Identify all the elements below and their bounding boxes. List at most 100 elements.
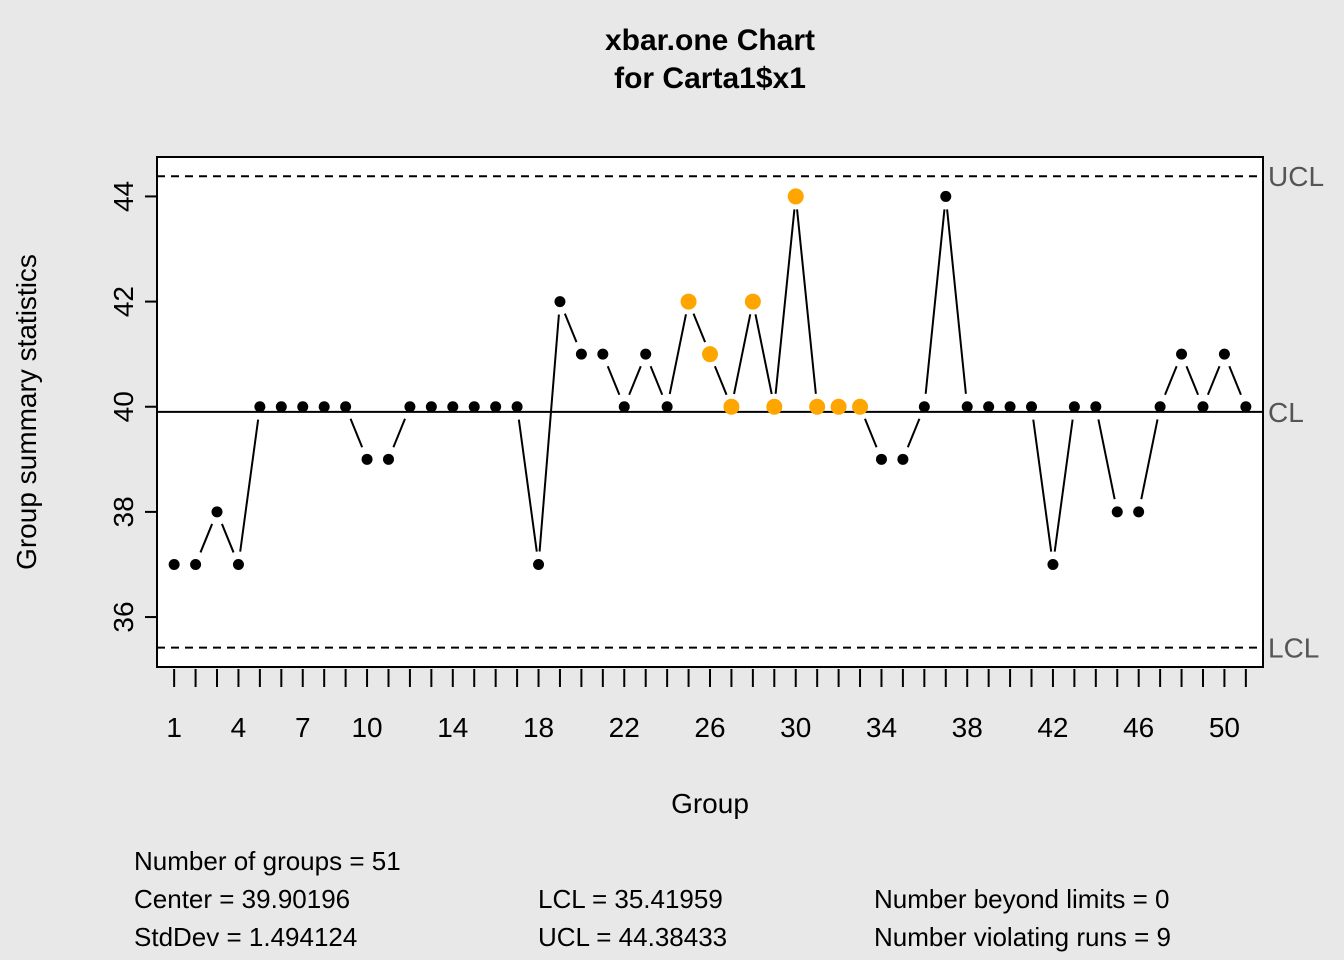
series-segment xyxy=(239,419,260,552)
data-point xyxy=(983,401,995,413)
data-point-violating xyxy=(723,398,740,415)
series-segment xyxy=(628,365,642,396)
data-point-violating xyxy=(744,293,761,310)
data-point xyxy=(490,401,502,413)
x-tick-label: 7 xyxy=(295,712,311,743)
series-segment xyxy=(668,314,687,395)
data-point xyxy=(1090,401,1102,413)
series-segment xyxy=(649,365,664,396)
data-point xyxy=(404,401,416,413)
cl-label: CL xyxy=(1268,397,1304,428)
series-segment xyxy=(1097,419,1116,500)
data-point xyxy=(1111,506,1123,518)
x-tick-label: 30 xyxy=(780,712,811,743)
data-point xyxy=(1004,401,1016,413)
data-point xyxy=(533,558,545,570)
stat-violating-runs: Number violating runs = 9 xyxy=(874,922,1171,952)
data-point xyxy=(1026,401,1038,413)
series-segment xyxy=(754,314,773,395)
data-point-violating xyxy=(702,346,718,363)
series-segment xyxy=(864,418,878,448)
data-point xyxy=(1197,401,1209,413)
series-segment xyxy=(924,209,946,394)
stat-number-of-groups: Number of groups = 51 xyxy=(134,846,401,876)
x-tick-label: 10 xyxy=(351,712,382,743)
data-point xyxy=(1240,401,1252,413)
data-point xyxy=(1133,506,1145,518)
chart-subtitle: for Carta1$x1 xyxy=(614,62,806,95)
series-segment xyxy=(563,313,578,343)
series-segment xyxy=(220,523,235,553)
stat-center: Center = 39.90196 xyxy=(134,884,351,914)
stat-beyond-limits: Number beyond limits = 0 xyxy=(874,884,1170,914)
x-tick-label: 42 xyxy=(1037,712,1068,743)
series-segment xyxy=(538,314,560,552)
data-point xyxy=(232,558,244,570)
data-point xyxy=(340,401,352,413)
series-segment xyxy=(796,209,817,394)
series-segment xyxy=(1164,365,1178,396)
series-segment xyxy=(517,419,538,552)
lcl-label: LCL xyxy=(1268,633,1319,664)
x-tick-label: 38 xyxy=(952,712,983,743)
data-point xyxy=(940,190,952,202)
data-point-violating xyxy=(766,398,783,415)
series-segment xyxy=(1206,365,1221,396)
data-point xyxy=(425,401,437,413)
data-point xyxy=(897,453,909,465)
data-point-violating xyxy=(809,398,826,415)
series-segment xyxy=(774,209,796,394)
series-segment xyxy=(1053,419,1074,552)
y-tick-label: 36 xyxy=(108,601,139,632)
data-point xyxy=(1154,401,1166,413)
data-point xyxy=(190,558,202,570)
y-tick-label: 42 xyxy=(108,286,139,317)
data-point xyxy=(575,348,587,360)
data-point xyxy=(875,453,887,465)
series-segment xyxy=(692,313,707,343)
ucl-label: UCL xyxy=(1268,161,1324,192)
data-point xyxy=(640,348,652,360)
data-point xyxy=(275,401,287,413)
series-segment xyxy=(392,418,406,448)
series-segment xyxy=(713,365,728,396)
data-point xyxy=(661,401,673,413)
data-point xyxy=(961,401,973,413)
series-segment xyxy=(606,365,621,396)
x-tick-label: 26 xyxy=(694,712,725,743)
x-tick-label: 14 xyxy=(437,712,468,743)
chart-title: xbar.one Chart xyxy=(605,24,815,57)
stat-stddev: StdDev = 1.494124 xyxy=(134,922,358,952)
data-point xyxy=(318,401,330,413)
data-point xyxy=(1047,558,1059,570)
data-point xyxy=(511,401,523,413)
data-point xyxy=(382,453,394,465)
series-segment xyxy=(199,523,214,553)
y-tick-label: 40 xyxy=(108,391,139,422)
x-tick-label: 46 xyxy=(1123,712,1154,743)
x-tick-label: 50 xyxy=(1209,712,1240,743)
data-point xyxy=(211,506,223,518)
data-point xyxy=(1068,401,1080,413)
data-point-violating xyxy=(852,398,869,415)
x-axis-label: Group xyxy=(671,788,749,819)
x-tick-label: 34 xyxy=(866,712,897,743)
x-tick-label: 22 xyxy=(609,712,640,743)
data-point xyxy=(254,401,266,413)
series-segment xyxy=(1140,419,1159,500)
x-tick-label: 1 xyxy=(166,712,182,743)
series-segment xyxy=(906,418,921,448)
data-point-violating xyxy=(787,188,804,205)
stat-lcl: LCL = 35.41959 xyxy=(538,884,723,914)
series-segment xyxy=(946,209,967,394)
y-tick-label: 44 xyxy=(108,181,139,212)
x-tick-label: 18 xyxy=(523,712,554,743)
y-axis-label: Group summary statistics xyxy=(11,254,42,570)
data-point xyxy=(554,296,566,308)
data-point xyxy=(618,401,630,413)
y-tick-label: 38 xyxy=(108,496,139,527)
series-segment xyxy=(1032,419,1053,552)
data-point xyxy=(168,558,180,570)
series-segment xyxy=(733,314,752,395)
